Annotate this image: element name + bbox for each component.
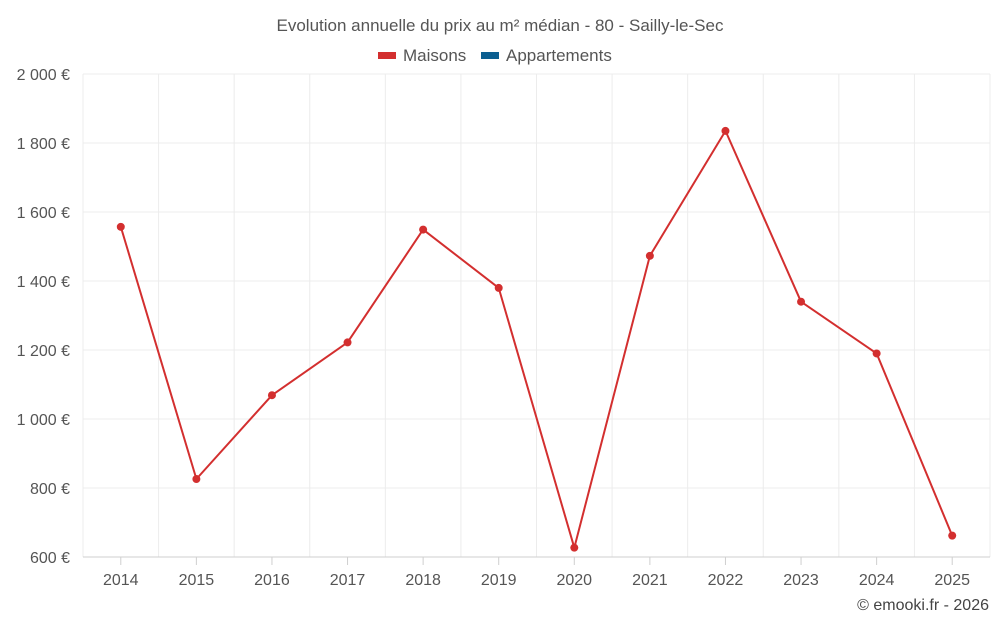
data-point-2015[interactable] [192,475,201,484]
legend-swatch-appartements [481,52,499,59]
y-tick-label: 600 € [30,550,70,567]
data-point-2019[interactable] [494,283,503,292]
data-point-2016[interactable] [267,391,276,400]
series-maisons [116,126,957,552]
grid [82,73,991,557]
data-point-2017[interactable] [343,338,352,347]
data-point-2020[interactable] [570,543,579,552]
x-tick-label: 2019 [481,572,517,589]
x-tick-label: 2018 [405,572,441,589]
x-tick-label: 2022 [708,572,744,589]
x-tick-label: 2017 [330,572,366,589]
data-point-2023[interactable] [797,297,806,306]
data-point-2021[interactable] [645,251,654,260]
y-tick-label: 800 € [30,481,70,498]
data-point-2024[interactable] [872,349,881,358]
x-tick-label: 2020 [556,572,592,589]
data-point-2014[interactable] [116,222,125,231]
chart-title: Evolution annuelle du prix au m² médian … [277,16,724,35]
x-tick-label: 2025 [934,572,970,589]
y-tick-label: 2 000 € [17,67,70,84]
y-tick-label: 1 000 € [17,412,70,429]
legend-label-maisons: Maisons [403,46,466,65]
y-tick-label: 1 800 € [17,136,70,153]
legend-item-appartements[interactable]: Appartements [481,46,612,65]
data-point-2018[interactable] [419,225,428,234]
credit-text: © emooki.fr - 2026 [857,597,989,614]
legend: Maisons Appartements [378,46,612,65]
y-tick-label: 1 600 € [17,205,70,222]
axes: 600 € 800 € 1 000 € 1 200 € 1 400 € 1 600 € 1 … [17,67,990,589]
x-tick-label: 2024 [859,572,895,589]
x-tick-label: 2023 [783,572,819,589]
data-point-2025[interactable] [948,531,957,540]
data-point-2022[interactable] [721,126,730,135]
legend-swatch-maisons [378,52,396,59]
x-tick-label: 2021 [632,572,668,589]
x-tick-label: 2016 [254,572,290,589]
legend-item-maisons[interactable]: Maisons [378,46,466,65]
x-tick-label: 2014 [103,572,139,589]
y-tick-label: 1 200 € [17,343,70,360]
y-tick-label: 1 400 € [17,274,70,291]
series-line-maisons [119,129,954,549]
legend-label-appartements: Appartements [506,46,612,65]
x-tick-label: 2015 [179,572,215,589]
